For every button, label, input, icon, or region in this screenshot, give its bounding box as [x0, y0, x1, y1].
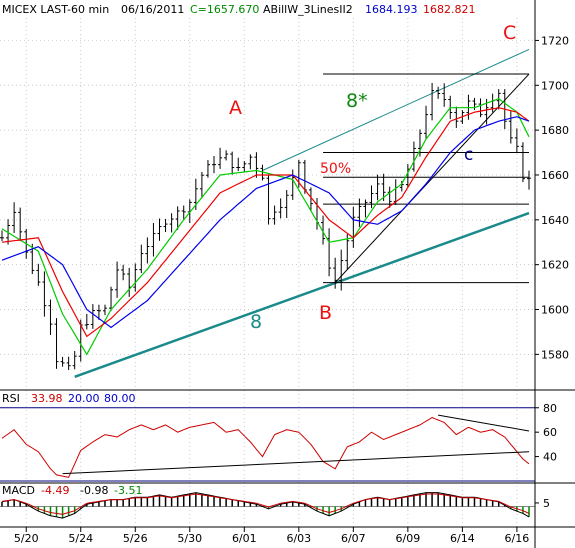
x-tick-label: 6/01	[232, 532, 257, 545]
close-value: C=1657.670	[190, 3, 259, 16]
channel-upper-line	[262, 48, 530, 171]
symbol-title: MICEX LAST-60 min	[2, 3, 109, 16]
rsi-y-tick-label: 80	[543, 402, 557, 415]
y-tick-label: 1580	[541, 348, 569, 361]
y-tick-label: 1660	[541, 169, 569, 182]
wave-a-label: A	[229, 97, 242, 119]
rsi-resistance-line	[438, 414, 530, 432]
y-tick-label: 1620	[541, 259, 569, 272]
channel-lower-line	[74, 211, 530, 378]
macd-y-tick-label: 5	[543, 497, 550, 510]
wave-b-label: B	[319, 302, 332, 324]
macd-title: MACD	[2, 484, 35, 497]
date-label: 06/16/2011	[121, 3, 184, 16]
x-tick-label: 5/24	[68, 532, 93, 545]
rsi-y-tick-label: 60	[543, 426, 557, 439]
x-tick-label: 6/03	[286, 532, 311, 545]
rsi-high-level: 80.00	[104, 392, 136, 405]
ma-blue-line	[1, 116, 530, 329]
rsi-support-line	[62, 451, 530, 475]
indicator-value-blue: 1684.193	[365, 3, 418, 16]
macd-value-3: -3.51	[114, 484, 142, 497]
rsi-panel	[0, 407, 535, 482]
rsi-value: 33.98	[31, 392, 63, 405]
x-tick-label: 5/30	[177, 532, 202, 545]
rsi-y-tick-label: 40	[543, 451, 557, 464]
x-tick-label: 5/20	[14, 532, 39, 545]
ma-red-line	[1, 107, 530, 338]
grid	[0, 18, 535, 527]
eight-star-label: 8*	[346, 90, 368, 112]
y-tick-label: 1640	[541, 214, 569, 227]
x-tick-label: 5/26	[123, 532, 148, 545]
rsi-line	[1, 416, 530, 478]
x-tick-label: 6/14	[450, 532, 475, 545]
macd-signal-line	[1, 493, 530, 515]
y-tick-label: 1700	[541, 79, 569, 92]
macd-line	[1, 492, 530, 519]
wave-c-label: C	[503, 22, 516, 44]
x-tick-label: 6/09	[395, 532, 420, 545]
y-tick-label: 1720	[541, 34, 569, 47]
macd-value-1: -4.49	[41, 484, 69, 497]
y-tick-label: 1680	[541, 124, 569, 137]
ma-green-line	[1, 98, 530, 356]
rsi-title: RSI	[2, 392, 20, 405]
wave-c-small-label: c	[464, 145, 473, 165]
y-tick-label: 1600	[541, 304, 569, 317]
eight-label: 8	[250, 311, 262, 333]
macd-panel	[0, 492, 535, 519]
fib-50-label: 50%	[320, 161, 351, 177]
indicator-value-red: 1682.821	[423, 3, 476, 16]
fib-diagonal-line	[334, 73, 530, 283]
x-tick-label: 6/16	[505, 532, 530, 545]
price-panel	[0, 48, 531, 378]
rsi-low-level: 20.00	[68, 392, 100, 405]
macd-value-2: -0.98	[80, 484, 108, 497]
indicator-name: ABillW_3LinesII2	[263, 3, 353, 16]
x-tick-label: 6/07	[341, 532, 366, 545]
